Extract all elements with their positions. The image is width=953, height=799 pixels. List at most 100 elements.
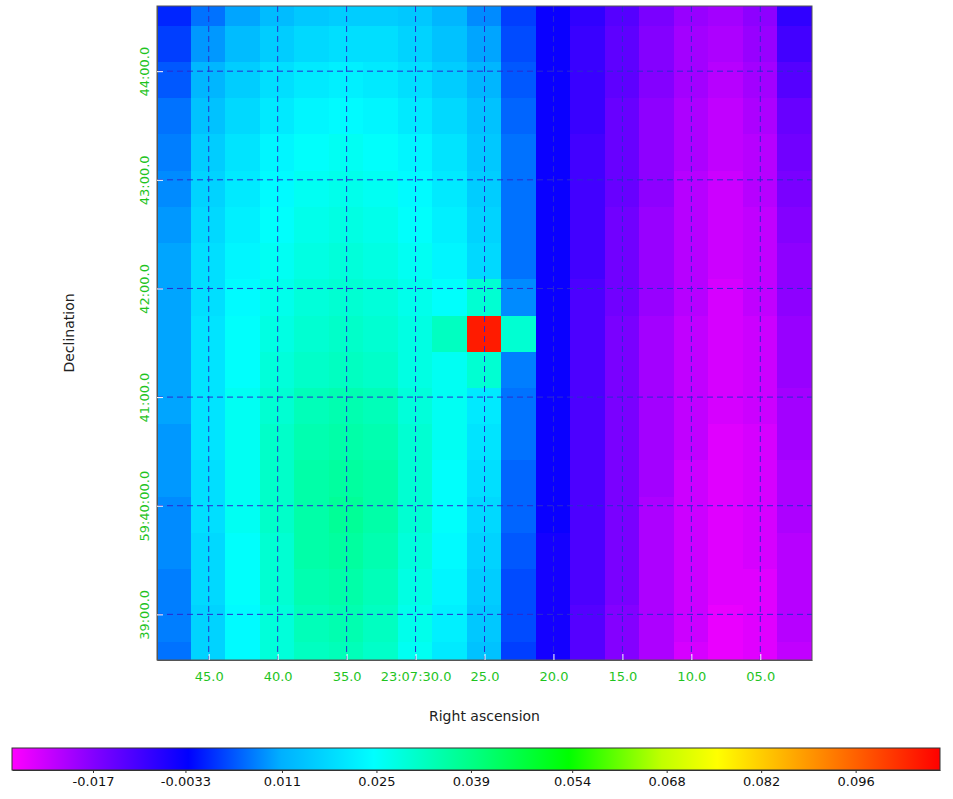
heatmap-cell xyxy=(294,134,329,171)
colorbar-tick-mark xyxy=(572,770,573,773)
heatmap-cell xyxy=(294,460,329,497)
heatmap-cell xyxy=(777,98,812,135)
heatmap-cell xyxy=(363,171,398,208)
heatmap-cell xyxy=(501,62,536,99)
heatmap-cell xyxy=(432,134,467,171)
colorbar-tick: 0.082 xyxy=(743,770,780,789)
y-tick-mark xyxy=(157,71,163,72)
heatmap-cell xyxy=(708,424,743,461)
heatmap-cell xyxy=(570,6,605,27)
heatmap-cell xyxy=(225,352,260,389)
y-tick: 39:00.0 xyxy=(137,590,163,640)
heatmap-cell xyxy=(294,316,329,353)
heatmap-cell xyxy=(639,424,674,461)
x-tick-mark xyxy=(622,654,623,660)
heatmap-cell xyxy=(157,279,192,316)
heatmap-cell xyxy=(363,424,398,461)
grid-line-x xyxy=(277,6,278,660)
heatmap-cell xyxy=(157,352,192,389)
heatmap-cell xyxy=(570,569,605,606)
heatmap-cell xyxy=(363,134,398,171)
heatmap-cell xyxy=(708,497,743,534)
heatmap-cell xyxy=(363,388,398,425)
heatmap-cell xyxy=(777,6,812,27)
heatmap-cell xyxy=(363,352,398,389)
heatmap-cell xyxy=(777,533,812,570)
heatmap-cell xyxy=(363,642,398,660)
y-tick: 42:00.0 xyxy=(137,264,163,314)
grid-line-y xyxy=(157,397,812,398)
y-tick-label: 42:00.0 xyxy=(137,264,152,314)
grid-line-x xyxy=(346,6,347,660)
y-tick-label: 43:00.0 xyxy=(137,155,152,205)
x-tick-label: 25.0 xyxy=(471,669,500,684)
heatmap-cell xyxy=(501,460,536,497)
heatmap-cell xyxy=(777,424,812,461)
heatmap-cell xyxy=(225,207,260,244)
heatmap-cell xyxy=(294,171,329,208)
y-tick-label: 44:00.0 xyxy=(137,47,152,97)
y-tick-mark xyxy=(157,506,163,507)
colorbar-axis: -0.017-0.00330.0110.0250.0390.0540.0680.… xyxy=(13,770,941,789)
colorbar-tick: 0.039 xyxy=(453,770,490,789)
heatmap-cell xyxy=(501,642,536,660)
heatmap-cell xyxy=(777,388,812,425)
colorbar-tick-label: 0.025 xyxy=(358,774,395,789)
heatmap-cell xyxy=(225,134,260,171)
heatmap-cell xyxy=(294,62,329,99)
heatmap-cell xyxy=(157,388,192,425)
heatmap-cell xyxy=(294,26,329,63)
colorbar-tick-label: 0.068 xyxy=(649,774,686,789)
heatmap-cell xyxy=(639,171,674,208)
heatmap-cell xyxy=(708,98,743,135)
heatmap-cell xyxy=(432,352,467,389)
y-tick-mark xyxy=(157,614,163,615)
heatmap-cell xyxy=(570,388,605,425)
heatmap-cell xyxy=(570,207,605,244)
heatmap-cell xyxy=(432,62,467,99)
colorbar-tick-mark xyxy=(376,770,377,773)
heatmap-cell xyxy=(570,642,605,660)
heatmap-cell xyxy=(501,533,536,570)
x-axis: 45.040.035.023:07:30.025.020.015.010.005… xyxy=(158,654,813,684)
heatmap-cell xyxy=(294,388,329,425)
y-tick-label: 39:00.0 xyxy=(137,590,152,640)
x-tick-mark xyxy=(485,654,486,660)
heatmap-cell xyxy=(708,26,743,63)
heatmap-cell xyxy=(777,62,812,99)
heatmap-cell xyxy=(363,207,398,244)
heatmap-cell xyxy=(639,98,674,135)
heatmap-cell xyxy=(157,134,192,171)
heatmap-cell xyxy=(432,243,467,280)
heatmap-cell xyxy=(777,460,812,497)
grid xyxy=(157,6,812,660)
colorbar-axis-line xyxy=(13,770,941,771)
heatmap-cell xyxy=(777,134,812,171)
x-tick-mark xyxy=(278,654,279,660)
heatmap-cell xyxy=(225,62,260,99)
heatmap-cell xyxy=(432,642,467,660)
heatmap-cell xyxy=(225,316,260,353)
heatmap-cell xyxy=(777,352,812,389)
heatmap-cell xyxy=(432,171,467,208)
heatmap-cell xyxy=(157,642,192,660)
colorbar-tick-mark xyxy=(185,770,186,773)
heatmap-cell xyxy=(294,352,329,389)
heatmap-cell xyxy=(432,98,467,135)
colorbar-tick-mark xyxy=(761,770,762,773)
heatmap-cell xyxy=(777,605,812,642)
grid-line-x xyxy=(622,6,623,660)
grid-line-x xyxy=(484,6,485,660)
heatmap-cell xyxy=(639,316,674,353)
heatmap-cell xyxy=(639,460,674,497)
heatmap-cell xyxy=(363,6,398,27)
colorbar-tick: 0.011 xyxy=(264,770,301,789)
plot-area xyxy=(157,6,812,660)
heatmap-cell xyxy=(570,460,605,497)
x-tick-mark xyxy=(553,654,554,660)
grid-line-x xyxy=(553,6,554,660)
heatmap-cell xyxy=(708,6,743,27)
heatmap-cell xyxy=(708,388,743,425)
heatmap-cell xyxy=(432,207,467,244)
heatmap-cell xyxy=(639,642,674,660)
